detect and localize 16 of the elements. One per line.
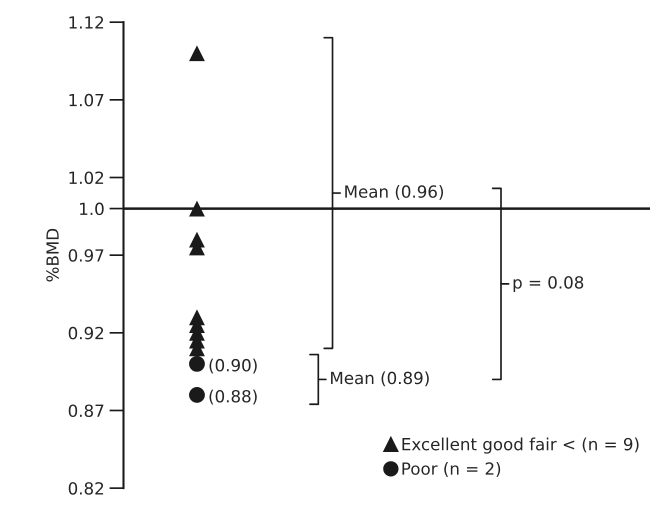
y-tick-label: 1.0 [80, 202, 104, 216]
y-tick-label: 0.82 [68, 482, 104, 495]
y-axis-title: %BMD [46, 228, 59, 282]
y-tick-label: 0.97 [68, 249, 104, 262]
legend-label: Poor (n = 2) [402, 462, 500, 477]
y-tick-label: 1.02 [69, 171, 104, 184]
y-tick-label: 1.12 [69, 16, 104, 29]
data-label: (0.90) [210, 358, 257, 374]
y-tick-label: 0.87 [68, 404, 104, 418]
data-label: (0.88) [210, 390, 257, 405]
legend-label: Excellent good fair < (n = 9) [402, 438, 639, 454]
y-tick-label: 0.92 [68, 326, 104, 340]
y-tick-label: 1.07 [69, 94, 104, 106]
annotation: p = 0.08 [514, 276, 584, 292]
annotation: Mean (0.89) [331, 371, 429, 386]
annotation: Mean (0.96) [345, 184, 444, 200]
